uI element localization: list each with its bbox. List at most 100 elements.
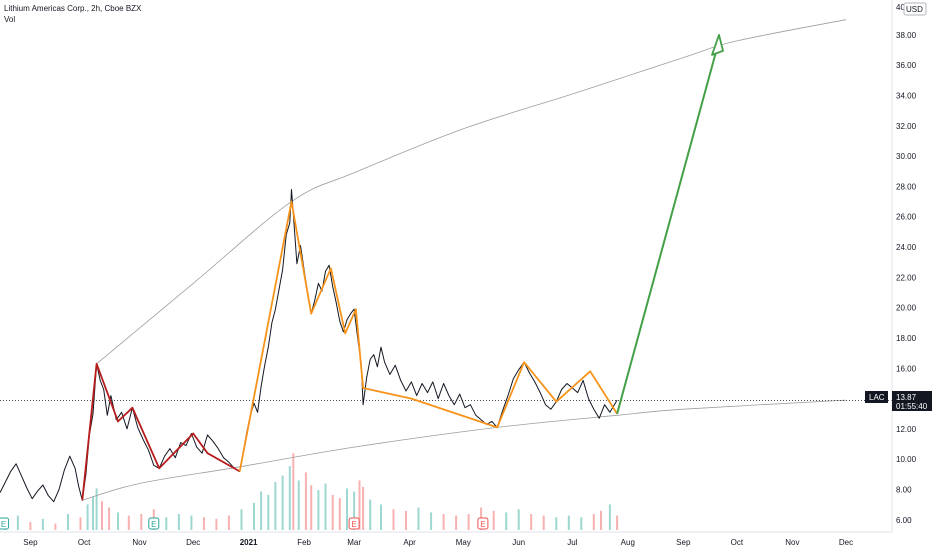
volume-bar [346,488,348,530]
volume-bar [467,514,470,530]
earnings-badge [148,517,160,530]
volume-bar [600,510,602,530]
currency-badge[interactable] [903,2,927,16]
volume-bar [358,480,361,530]
volume-bar [67,514,69,530]
volume-bar [140,514,143,530]
price-tick-label: 30.00 [896,152,917,161]
volume-bar [86,504,89,530]
time-tick-label: Oct [731,538,744,547]
time-tick-label: Sep [23,538,38,547]
price-tick-label: 22.00 [896,273,917,282]
volume-bar [117,512,119,530]
earnings-badge-letter: E [151,520,156,529]
volume-bar [324,483,327,530]
time-tick-label: May [456,538,471,547]
volume-bar [304,472,307,530]
earnings-badge-letter: E [480,520,485,529]
volume-bar [165,517,168,530]
trend-curves [82,19,847,501]
target-arrow-head [711,34,724,56]
volume-bar [127,515,130,530]
time-tick-label: Apr [403,538,416,547]
price-tag-bg [892,391,932,411]
time-tick-label: 2021 [240,538,258,547]
price-tick-label: 32.00 [896,122,917,131]
volume-bar [79,517,82,530]
volume-bar [54,523,57,530]
volume-bar [369,499,372,530]
price-tick-label: 26.00 [896,213,917,222]
earnings-badge [0,517,10,530]
volume-bar [592,514,595,530]
time-tick-label: Dec [186,538,200,547]
volume-bars [4,453,619,530]
time-tick-label: Jul [567,538,577,547]
bar-countdown: 01:55:40 [896,402,928,411]
time-tick-label: Oct [78,538,91,547]
volume-bar [16,515,19,530]
red-zigzag-pattern [81,362,241,501]
volume-bar [297,480,300,530]
volume-bar [281,475,284,530]
volume-bar [215,518,218,530]
volume-bar [392,509,395,530]
last-price-tag: LAC 13.87 01:55:40 [865,391,932,411]
price-tick-label: 16.00 [896,364,917,373]
tick-labels: 6.008.0010.0012.0014.0016.0018.0020.0022… [23,31,916,547]
volume-bar [310,485,313,530]
volume-bar [41,518,44,530]
volume-bar [542,515,545,530]
ticker-tag-bg [865,391,888,403]
time-tick-label: Nov [132,538,146,547]
volume-bar [274,482,277,530]
time-tick-label: Feb [297,538,311,547]
volume-bar [338,498,341,530]
volume-bar [517,509,520,530]
volume-bar [288,466,291,530]
volume-label: Vol [4,15,16,24]
volume-bar [380,504,382,530]
volume-bar [608,504,611,530]
volume-bar [240,509,243,530]
price-tick-label: 24.00 [896,243,917,252]
volume-bar [417,507,420,530]
target-arrow-shaft [616,40,720,415]
time-tick-label: Aug [621,538,635,547]
volume-bar [567,515,570,530]
price-tick-label: 28.00 [896,182,917,191]
pattern-annotations [81,34,724,501]
volume-bar [353,491,356,530]
price-axis-top-label: 40 [896,3,905,12]
volume-bar [190,515,193,530]
time-tick-label: Nov [785,538,799,547]
symbol-title: Lithium Americas Corp., 2h, Cboe BZX [4,4,142,13]
price-tick-label: 38.00 [896,31,917,40]
volume-bar [492,510,495,530]
volume-bar [362,486,365,530]
volume-bar [95,488,98,530]
volume-bar [331,494,334,530]
price-tick-label: 8.00 [896,486,912,495]
last-price-value: 13.87 [896,393,917,402]
earnings-badge-letter: E [1,520,6,529]
volume-bar [108,507,111,530]
volume-bar [29,522,32,530]
orange-zigzag-pattern [238,200,618,472]
earnings-badge [477,517,489,530]
axes: 40 USD [0,0,927,533]
chart-legend: Lithium Americas Corp., 2h, Cboe BZX Vol [4,3,141,25]
volume-bar [267,494,270,530]
time-tick-label: Mar [347,538,361,547]
volume-bar [92,496,94,530]
volume-bar [227,515,230,530]
volume-bar [317,490,320,530]
volume-bar [292,453,295,530]
price-tick-label: 34.00 [896,92,917,101]
volume-bar [177,514,180,530]
price-tick-label: 18.00 [896,334,917,343]
volume-bar [505,512,508,530]
price-tick-label: 12.00 [896,425,917,434]
